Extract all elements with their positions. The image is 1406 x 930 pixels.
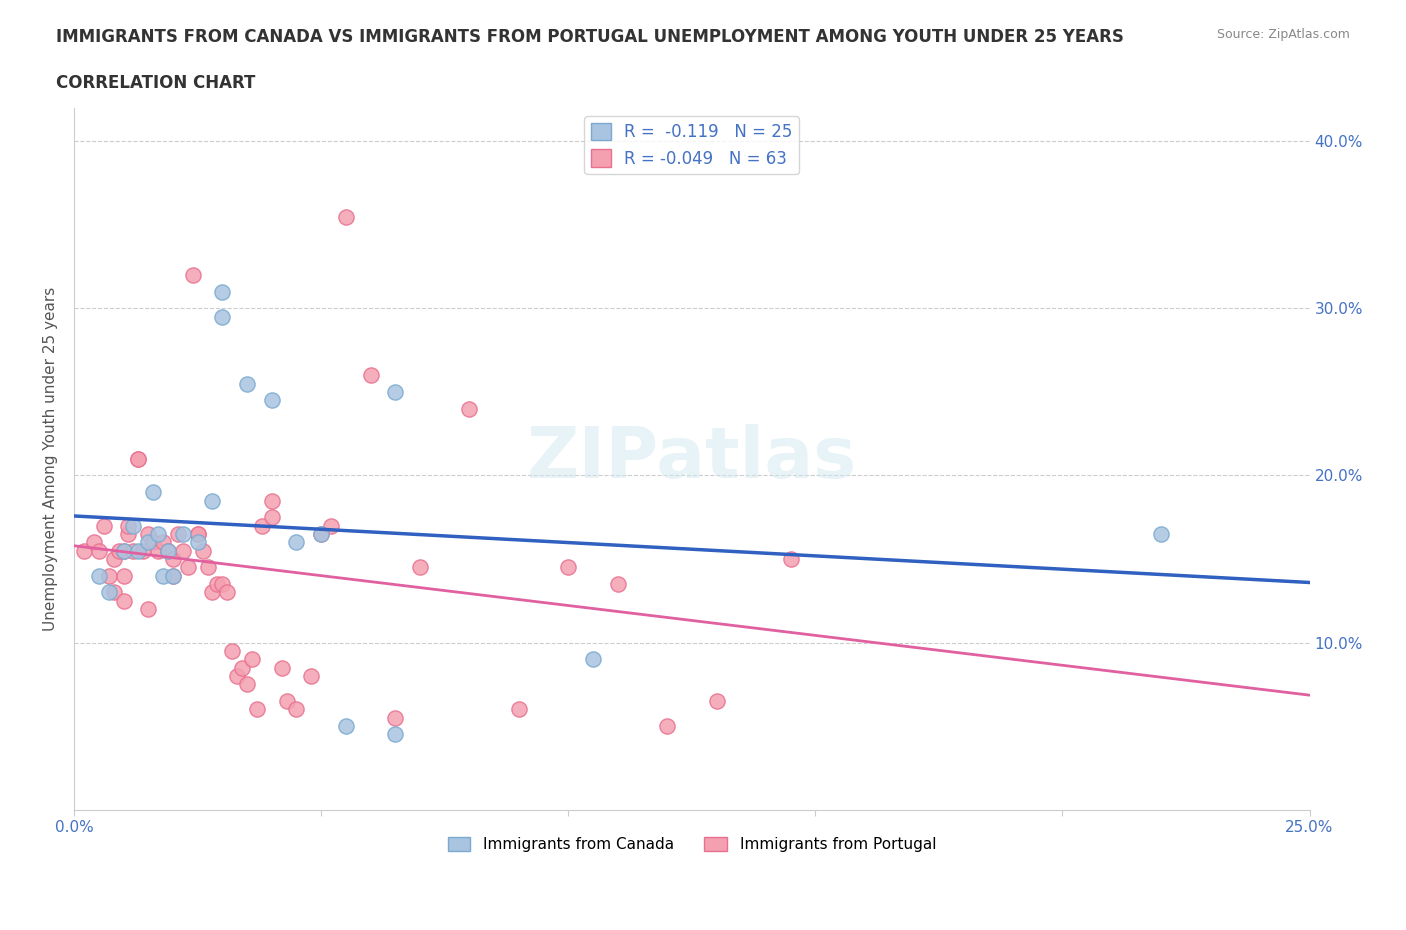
Point xyxy=(197,560,219,575)
Point xyxy=(270,660,292,675)
Point xyxy=(211,310,233,325)
Point xyxy=(217,585,239,600)
Point xyxy=(127,543,149,558)
Point xyxy=(117,518,139,533)
Point xyxy=(122,518,145,533)
Point xyxy=(112,593,135,608)
Point xyxy=(285,702,308,717)
Point xyxy=(162,568,184,583)
Point xyxy=(191,543,214,558)
Point xyxy=(384,384,406,399)
Point xyxy=(87,543,110,558)
Point xyxy=(250,518,273,533)
Point xyxy=(207,577,229,591)
Point xyxy=(655,719,678,734)
Point xyxy=(152,535,174,550)
Point xyxy=(112,543,135,558)
Point xyxy=(73,543,96,558)
Point xyxy=(117,526,139,541)
Point xyxy=(221,644,243,658)
Text: CORRELATION CHART: CORRELATION CHART xyxy=(56,74,256,92)
Point xyxy=(557,560,579,575)
Point xyxy=(211,285,233,299)
Point xyxy=(127,451,149,466)
Point xyxy=(136,526,159,541)
Point xyxy=(606,577,628,591)
Point xyxy=(240,652,263,667)
Point xyxy=(162,568,184,583)
Point xyxy=(146,543,169,558)
Point xyxy=(706,694,728,709)
Point xyxy=(309,526,332,541)
Point xyxy=(360,368,382,383)
Point xyxy=(97,585,120,600)
Point xyxy=(132,543,155,558)
Point xyxy=(1150,526,1173,541)
Text: ZIPatlas: ZIPatlas xyxy=(527,424,856,493)
Point xyxy=(384,711,406,725)
Point xyxy=(87,568,110,583)
Point xyxy=(156,543,179,558)
Point xyxy=(112,568,135,583)
Point xyxy=(319,518,342,533)
Point xyxy=(181,268,204,283)
Point xyxy=(260,493,283,508)
Point xyxy=(260,510,283,525)
Point xyxy=(122,543,145,558)
Point xyxy=(103,551,125,566)
Point xyxy=(409,560,432,575)
Point xyxy=(458,401,481,416)
Legend: Immigrants from Canada, Immigrants from Portugal: Immigrants from Canada, Immigrants from … xyxy=(441,830,942,858)
Point xyxy=(236,677,259,692)
Point xyxy=(260,392,283,407)
Point xyxy=(167,526,190,541)
Point xyxy=(779,551,801,566)
Point xyxy=(582,652,605,667)
Point xyxy=(172,526,194,541)
Point xyxy=(172,543,194,558)
Point xyxy=(508,702,530,717)
Y-axis label: Unemployment Among Youth under 25 years: Unemployment Among Youth under 25 years xyxy=(44,286,58,631)
Point xyxy=(309,526,332,541)
Point xyxy=(187,526,209,541)
Point xyxy=(146,526,169,541)
Point xyxy=(156,543,179,558)
Point xyxy=(246,702,269,717)
Point xyxy=(152,568,174,583)
Point xyxy=(136,602,159,617)
Point xyxy=(285,535,308,550)
Point xyxy=(142,485,165,499)
Point xyxy=(299,669,322,684)
Point xyxy=(201,585,224,600)
Point xyxy=(93,518,115,533)
Point xyxy=(211,577,233,591)
Point xyxy=(83,535,105,550)
Point xyxy=(187,526,209,541)
Text: Source: ZipAtlas.com: Source: ZipAtlas.com xyxy=(1216,28,1350,41)
Point xyxy=(136,535,159,550)
Point xyxy=(226,669,249,684)
Point xyxy=(384,727,406,742)
Point xyxy=(177,560,200,575)
Point xyxy=(103,585,125,600)
Point xyxy=(231,660,253,675)
Point xyxy=(201,493,224,508)
Text: IMMIGRANTS FROM CANADA VS IMMIGRANTS FROM PORTUGAL UNEMPLOYMENT AMONG YOUTH UNDE: IMMIGRANTS FROM CANADA VS IMMIGRANTS FRO… xyxy=(56,28,1125,46)
Point xyxy=(127,451,149,466)
Point xyxy=(335,209,357,224)
Point xyxy=(112,543,135,558)
Point xyxy=(187,535,209,550)
Point xyxy=(107,543,129,558)
Point xyxy=(236,376,259,391)
Point xyxy=(142,535,165,550)
Point xyxy=(335,719,357,734)
Point xyxy=(276,694,298,709)
Point xyxy=(162,551,184,566)
Point xyxy=(97,568,120,583)
